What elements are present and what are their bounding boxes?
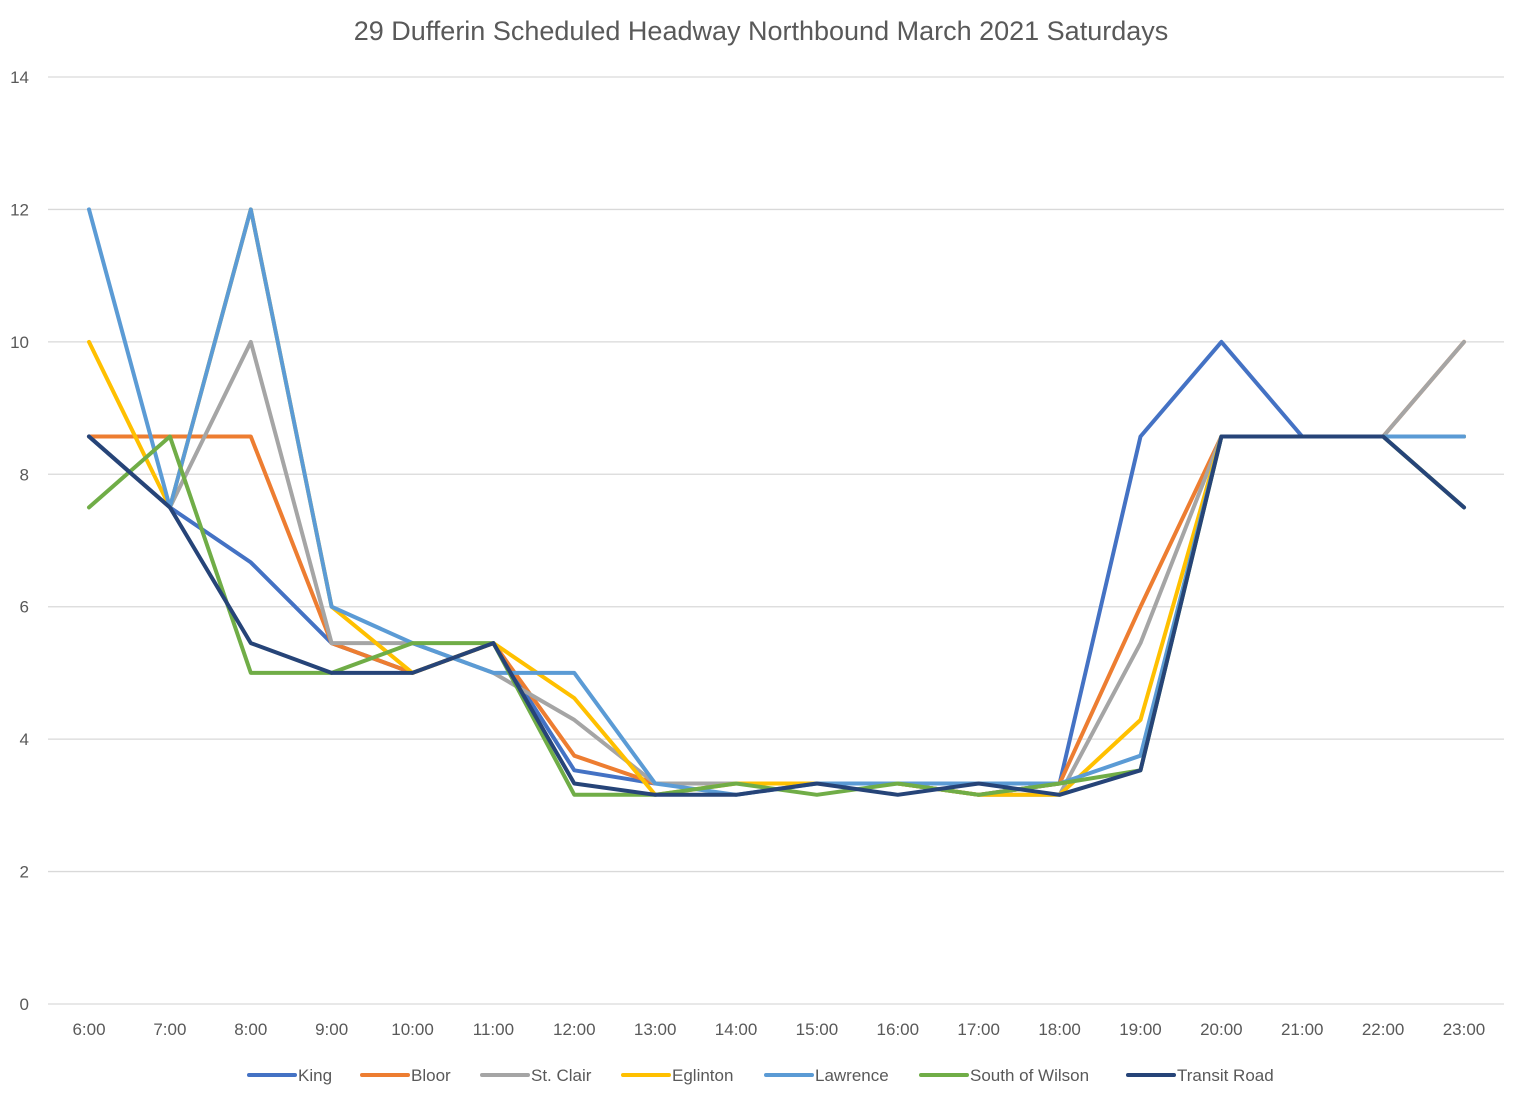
series-line-king — [87, 339, 1466, 797]
x-tick-label: 15:00 — [796, 1020, 839, 1039]
legend-label-lawrence: Lawrence — [815, 1066, 889, 1085]
y-axis-ticks: 0 2 4 6 8 10 12 14 — [10, 68, 29, 1014]
x-tick-label: 8:00 — [234, 1020, 267, 1039]
x-tick-label: 23:00 — [1443, 1020, 1486, 1039]
legend-label-south-of-wilson: South of Wilson — [970, 1066, 1089, 1085]
x-tick-label: 6:00 — [72, 1020, 105, 1039]
y-tick-label: 8 — [20, 465, 29, 484]
legend-label-eglinton: Eglinton — [672, 1066, 733, 1085]
x-axis-ticks: 6:00 7:00 8:00 9:00 10:00 11:00 12:00 13:00 14:0… — [72, 1020, 1485, 1039]
x-tick-label: 13:00 — [634, 1020, 677, 1039]
legend-label-st-clair: St. Clair — [531, 1066, 592, 1085]
x-tick-label: 16:00 — [877, 1020, 920, 1039]
y-tick-label: 12 — [10, 200, 29, 219]
y-tick-label: 4 — [20, 730, 29, 749]
legend-label-transit-road: Transit Road — [1177, 1066, 1274, 1085]
x-tick-label: 22:00 — [1362, 1020, 1405, 1039]
legend-label-king: King — [298, 1066, 332, 1085]
y-tick-label: 14 — [10, 68, 29, 87]
series-line-south-of-wilson — [87, 434, 1466, 797]
series-line-st-clair — [87, 339, 1466, 797]
y-tick-label: 2 — [20, 863, 29, 882]
x-tick-label: 10:00 — [391, 1020, 434, 1039]
x-tick-label: 9:00 — [315, 1020, 348, 1039]
series-line-bloor — [87, 339, 1466, 797]
y-tick-label: 10 — [10, 333, 29, 352]
x-tick-label: 12:00 — [553, 1020, 596, 1039]
legend-label-bloor: Bloor — [411, 1066, 451, 1085]
x-tick-label: 18:00 — [1038, 1020, 1081, 1039]
x-tick-label: 20:00 — [1200, 1020, 1243, 1039]
x-tick-label: 21:00 — [1281, 1020, 1324, 1039]
legend: King Bloor St. Clair Eglinton Lawrence South … — [247, 1066, 1274, 1085]
series-line-transit-road — [87, 434, 1466, 797]
x-tick-label: 19:00 — [1119, 1020, 1162, 1039]
chart-title: 29 Dufferin Scheduled Headway Northbound… — [354, 16, 1169, 46]
x-tick-label: 14:00 — [715, 1020, 758, 1039]
x-tick-label: 17:00 — [957, 1020, 1000, 1039]
y-tick-label: 0 — [20, 995, 29, 1014]
x-tick-label: 11:00 — [473, 1020, 514, 1039]
gridlines — [48, 76, 1504, 1005]
x-tick-label: 7:00 — [153, 1020, 186, 1039]
y-tick-label: 6 — [20, 598, 29, 617]
series-lines — [87, 207, 1466, 797]
